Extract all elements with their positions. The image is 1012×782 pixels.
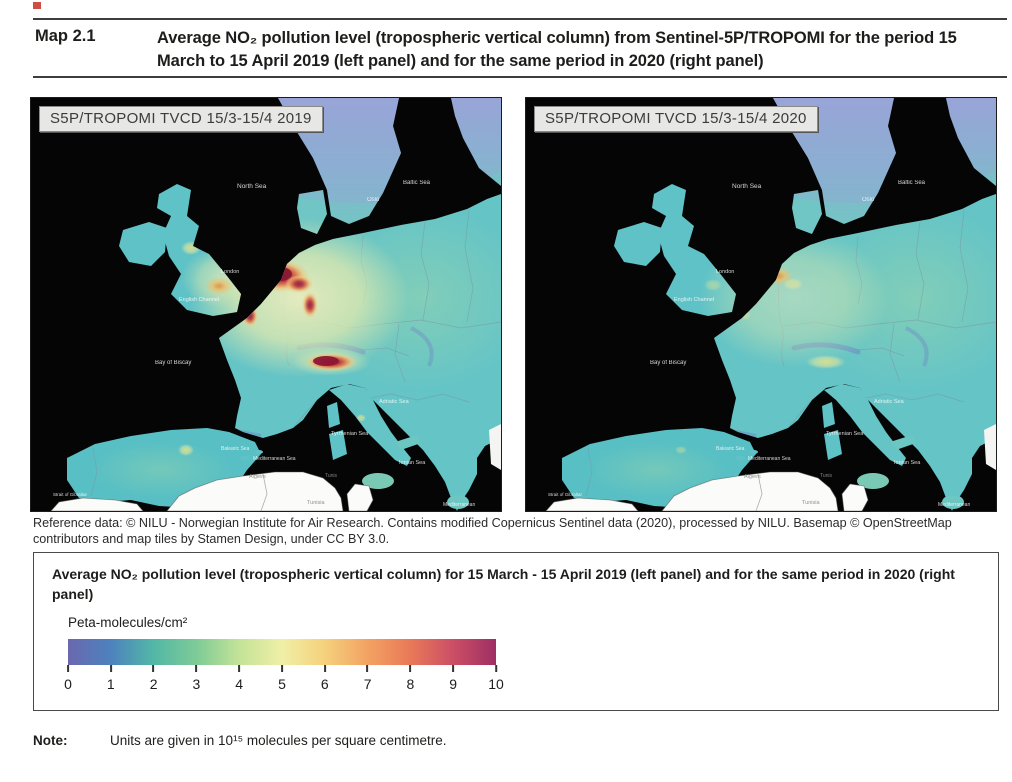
- tick-label: 10: [488, 676, 504, 692]
- tick-mark: [66, 665, 69, 672]
- tick-mark: [280, 665, 283, 672]
- tick-mark: [238, 665, 241, 672]
- map-2020-title-tag: S5P/TROPOMI TVCD 15/3-15/4 2020: [534, 106, 818, 132]
- tick-mark: [409, 665, 412, 672]
- tick-mark: [195, 665, 198, 672]
- tick-mark: [323, 665, 326, 672]
- legend-box: Average NO₂ pollution level (tropospheri…: [33, 552, 999, 711]
- figure-title: Average NO₂ pollution level (tropospheri…: [157, 29, 957, 71]
- legend-unit-label: Peta-molecules/cm²: [68, 615, 188, 630]
- tick-mark: [494, 665, 497, 672]
- map-panel-2020: S5P/TROPOMI TVCD 15/3-15/4 2020: [525, 97, 997, 512]
- tick-mark: [452, 665, 455, 672]
- legend-colorbar: [68, 639, 496, 665]
- colorbar-tick: 5: [278, 665, 286, 692]
- note-row: Note: Units are given in 10¹⁵ molecules p…: [33, 733, 447, 748]
- tick-label: 5: [278, 676, 286, 692]
- tick-label: 2: [149, 676, 158, 692]
- colorbar-tick: 4: [235, 665, 243, 692]
- colorbar-tick: 7: [363, 665, 372, 692]
- page-corner-mark: [33, 2, 41, 9]
- colorbar-tick: 8: [406, 665, 414, 692]
- colorbar-tick: 2: [149, 665, 158, 692]
- tick-label: 3: [192, 676, 201, 692]
- map-2019-svg: [31, 98, 501, 511]
- note-text: Units are given in 10¹⁵ molecules per sq…: [110, 733, 447, 748]
- legend-title: Average NO₂ pollution level (tropospheri…: [52, 566, 955, 602]
- tick-label: 9: [449, 676, 458, 692]
- colorbar-tick: 1: [107, 665, 115, 692]
- map-panel-2019: S5P/TROPOMI TVCD 15/3-15/4 2019: [30, 97, 502, 512]
- colorbar-tick: 3: [192, 665, 200, 692]
- header-rule-bottom: [33, 76, 1007, 78]
- figure-number: Map 2.1: [35, 27, 96, 45]
- tick-label: 0: [64, 676, 72, 692]
- legend-tick-row: 0 1 2 3 4 5 6 7 8 9 10: [64, 665, 504, 699]
- reference-data-text: Reference data: © NILU - Norwegian Insti…: [33, 516, 952, 547]
- colorbar-tick: 6: [321, 665, 329, 692]
- colorbar-tick: 0: [64, 665, 72, 692]
- tick-mark: [152, 665, 155, 672]
- tick-label: 8: [406, 676, 415, 692]
- tick-label: 1: [106, 676, 115, 692]
- colorbar-tick: 10: [488, 665, 504, 692]
- note-label: Note:: [33, 733, 68, 748]
- map-2019-title-tag: S5P/TROPOMI TVCD 15/3-15/4 2019: [39, 106, 323, 132]
- tick-mark: [366, 665, 369, 672]
- tick-label: 4: [235, 676, 244, 692]
- tick-mark: [109, 665, 112, 672]
- colorbar-tick: 9: [449, 665, 457, 692]
- header-rule-top: [33, 18, 1007, 20]
- tick-label: 6: [320, 676, 329, 692]
- tick-label: 7: [363, 676, 372, 692]
- map-2020-svg: [526, 98, 996, 511]
